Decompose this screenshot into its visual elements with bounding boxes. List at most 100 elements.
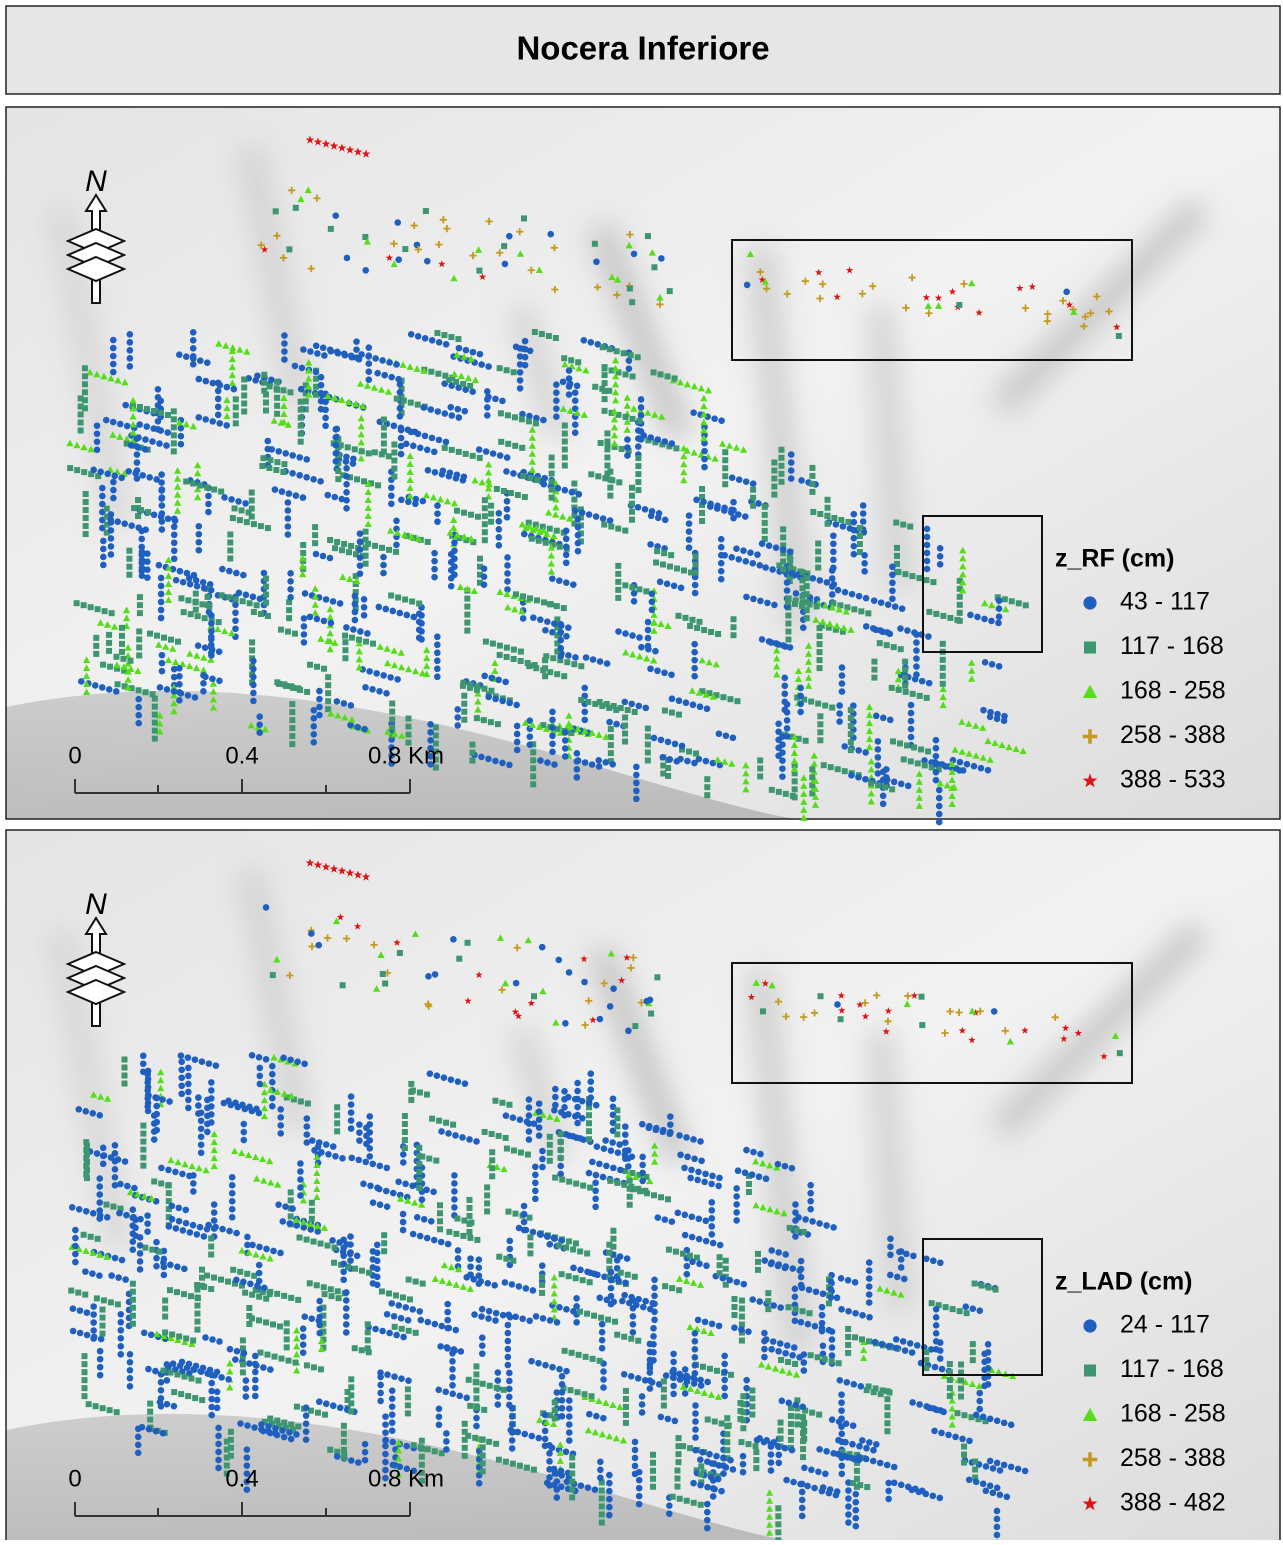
point: [389, 1395, 396, 1402]
point: [158, 1379, 165, 1386]
point: [520, 473, 526, 479]
point: [455, 1247, 462, 1254]
point: [588, 471, 594, 477]
point: [332, 450, 339, 457]
point: [318, 1366, 324, 1372]
point: [83, 1163, 89, 1169]
point: [781, 698, 788, 705]
point: [462, 1437, 468, 1443]
point: [924, 695, 930, 701]
point: [555, 485, 562, 492]
point: [580, 337, 587, 344]
point: [852, 1499, 859, 1506]
point: [910, 691, 916, 697]
point: [642, 506, 649, 513]
point: [754, 551, 761, 558]
point: [386, 1330, 393, 1337]
point: [940, 641, 946, 647]
point: [136, 687, 142, 693]
point: [398, 497, 405, 504]
point: [817, 641, 823, 647]
point: [217, 382, 224, 389]
point: [875, 754, 882, 761]
point: [134, 475, 141, 482]
point: [82, 389, 88, 395]
point: [743, 594, 750, 601]
point: [930, 579, 936, 585]
point: [687, 1175, 694, 1182]
point: [211, 1201, 218, 1208]
point: [175, 1205, 182, 1212]
point: [990, 1465, 997, 1472]
point: [639, 1409, 646, 1416]
point: [415, 431, 422, 438]
point: [645, 619, 652, 626]
point: [591, 1313, 597, 1319]
point: [208, 1396, 215, 1403]
point: [477, 351, 484, 358]
point: [645, 733, 651, 739]
point: [546, 333, 552, 339]
point: [506, 233, 513, 240]
point: [372, 1326, 379, 1333]
point: [957, 610, 963, 616]
point: [526, 1136, 533, 1143]
point: [361, 478, 367, 484]
point: [701, 464, 708, 471]
point: [768, 1441, 775, 1448]
point: [462, 1445, 468, 1451]
point: [199, 1267, 205, 1273]
point: [592, 1486, 599, 1493]
point: [537, 1231, 544, 1238]
point: [155, 386, 162, 393]
point: [614, 1131, 620, 1137]
point: [298, 386, 305, 393]
point: [570, 581, 577, 588]
point: [244, 1271, 250, 1277]
point: [431, 1321, 438, 1328]
point: [447, 404, 454, 411]
point: [778, 1428, 784, 1434]
point: [898, 646, 904, 652]
point: [443, 1430, 450, 1437]
point: [592, 1180, 599, 1187]
point: [363, 529, 369, 535]
point: [266, 465, 272, 471]
point: [728, 509, 735, 516]
point: [117, 1181, 124, 1188]
point: [289, 452, 296, 459]
point: [427, 1070, 434, 1077]
point: [830, 532, 837, 539]
point: [852, 1507, 859, 1514]
point: [190, 337, 197, 344]
point: [733, 1201, 740, 1208]
point: [437, 1210, 443, 1216]
point: [512, 1211, 518, 1217]
point: [809, 1410, 815, 1416]
point: [249, 1108, 256, 1115]
point: [129, 1206, 136, 1213]
point: [522, 338, 529, 345]
point: [107, 664, 113, 670]
point: [418, 1444, 424, 1450]
point: [178, 1090, 185, 1097]
point: [322, 1412, 328, 1418]
point: [215, 1441, 222, 1448]
point: [127, 355, 134, 362]
point: [773, 544, 780, 551]
point: [916, 575, 922, 581]
point: [815, 565, 821, 571]
point: [875, 738, 882, 745]
point: [413, 1330, 419, 1336]
point: [879, 1341, 886, 1348]
point: [405, 499, 412, 506]
point: [241, 376, 247, 382]
point: [856, 593, 863, 600]
point: [586, 1136, 592, 1142]
point: [557, 637, 564, 644]
point: [695, 1169, 702, 1176]
point: [670, 1494, 676, 1500]
point: [352, 593, 359, 600]
point: [544, 1480, 551, 1487]
point: [575, 532, 582, 539]
